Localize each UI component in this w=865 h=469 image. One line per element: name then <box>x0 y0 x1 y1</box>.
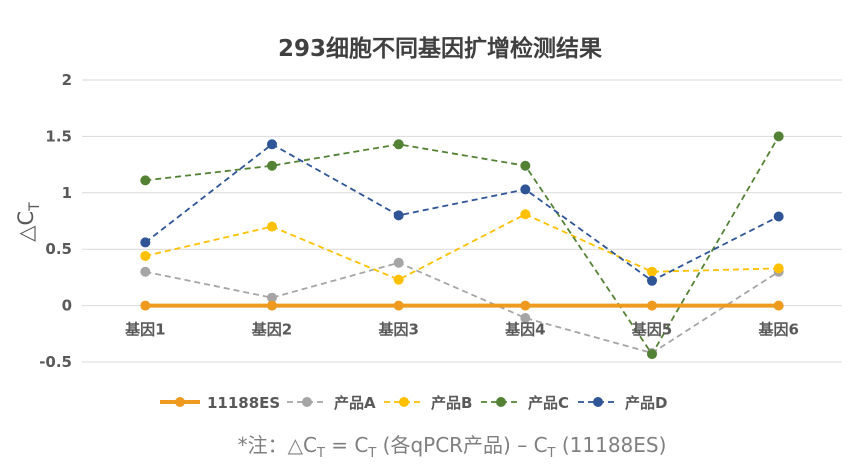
data-point <box>393 274 404 285</box>
data-point <box>267 300 277 311</box>
series-line <box>145 135 780 356</box>
data-point <box>140 237 151 248</box>
y-tick-label: 2 <box>62 71 72 89</box>
data-point <box>773 131 784 142</box>
data-point <box>647 266 657 277</box>
legend-label: 产品B <box>431 394 472 412</box>
legend-label: 产品D <box>625 394 667 412</box>
x-category-label: 基因5 <box>631 321 672 339</box>
data-point <box>140 175 151 186</box>
series-line <box>145 213 779 281</box>
data-point <box>647 349 657 360</box>
legend-item-1: 11188ES <box>160 394 280 412</box>
legend-swatch-marker <box>593 397 603 407</box>
data-point <box>393 300 404 311</box>
data-point <box>267 292 277 303</box>
series-line <box>145 261 780 354</box>
x-category-label: 基因2 <box>251 321 292 339</box>
data-point <box>773 263 784 274</box>
data-point <box>393 210 404 221</box>
data-point <box>647 275 657 286</box>
y-tick-label: 1 <box>62 184 72 202</box>
data-point <box>647 300 657 311</box>
y-tick-label: 0 <box>62 297 72 315</box>
data-point <box>773 300 784 311</box>
legend-swatch-marker <box>302 397 312 407</box>
data-point <box>140 250 151 261</box>
legend-item-5: 产品D <box>578 394 667 412</box>
x-axis-categories: 基因1 基因2 基因3 基因4 基因5 基因6 <box>124 321 799 339</box>
legend-swatch-marker <box>399 397 409 407</box>
chart-title: 293细胞不同基因扩增检测结果 <box>278 35 602 62</box>
legend-label: 产品C <box>528 394 569 412</box>
series-2 <box>140 257 784 358</box>
x-category-label: 基因6 <box>757 321 798 339</box>
y-tick-label: 1.5 <box>45 127 72 145</box>
data-point <box>520 209 531 220</box>
legend-item-2: 产品A <box>287 394 376 412</box>
series-line <box>144 143 780 282</box>
data-point <box>520 184 531 195</box>
series-4 <box>140 131 784 360</box>
y-axis-label: △CT <box>14 202 43 242</box>
legend-item-4: 产品C <box>481 394 569 412</box>
data-point <box>520 313 531 324</box>
data-point <box>140 300 151 311</box>
data-point <box>520 300 531 311</box>
legend-swatch-marker <box>175 397 185 407</box>
data-point <box>393 257 404 268</box>
gridlines <box>82 79 842 363</box>
x-category-label: 基因1 <box>124 321 165 339</box>
legend-label: 11188ES <box>207 394 280 412</box>
x-category-label: 基因3 <box>377 321 418 339</box>
data-point <box>520 160 531 171</box>
y-tick-label: 0.5 <box>45 240 72 258</box>
legend: 11188ES 产品A 产品B 产品C 产品D <box>160 394 667 412</box>
legend-swatch-marker <box>496 397 506 407</box>
legend-label: 产品A <box>334 394 376 412</box>
series-layer <box>140 131 784 360</box>
data-point <box>267 221 277 232</box>
footnote: *注：△CT = CT (各qPCR产品) – CT (11188ES) <box>238 433 667 461</box>
legend-item-3: 产品B <box>384 394 472 412</box>
x-category-label: 基因4 <box>504 321 545 339</box>
data-point <box>140 266 151 277</box>
y-tick-label: -0.5 <box>39 353 72 371</box>
series-1 <box>140 300 784 311</box>
data-point <box>267 160 277 171</box>
data-point <box>773 211 784 222</box>
data-point <box>393 139 404 150</box>
series-5 <box>140 139 784 286</box>
series-3 <box>140 209 784 285</box>
y-axis-ticks: -0.5 0 0.5 1 1.5 2 <box>39 71 72 371</box>
data-point <box>267 139 277 150</box>
